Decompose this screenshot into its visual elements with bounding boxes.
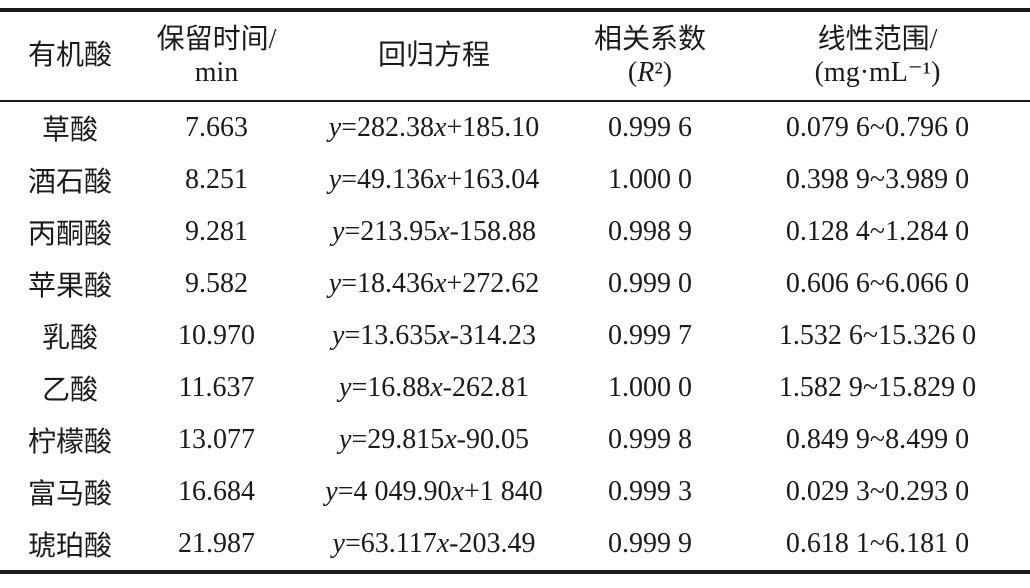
- cell-equation: y=4 049.90x+1 840: [325, 476, 543, 507]
- cell-retention: 11.637: [178, 372, 255, 403]
- calibration-table: 有机酸 保留时间/ min 回归方程 相关系数 (R²) 线性范围/ (mg·m…: [0, 8, 1030, 574]
- cell-acid: 丙酮酸: [27, 219, 112, 250]
- table-row: 琥珀酸 21.987 y=63.117x-203.49 0.999 9 0.61…: [0, 518, 1030, 572]
- cell-retention: 10.970: [178, 320, 255, 351]
- column-header-range: 线性范围/ (mg·mL⁻¹): [725, 10, 1030, 102]
- cell-retention: 7.663: [185, 112, 248, 143]
- cell-range: 0.618 1~6.181 0: [785, 528, 970, 559]
- cell-range: 0.079 6~0.796 0: [785, 112, 970, 143]
- cell-equation: y=29.815x-90.05: [339, 424, 529, 455]
- cell-equation: y=63.117x-203.49: [332, 528, 536, 559]
- cell-acid: 酒石酸: [27, 167, 112, 198]
- cell-r2: 1.000 0: [608, 164, 692, 195]
- cell-acid: 草酸: [41, 115, 98, 146]
- table-row: 酒石酸 8.251 y=49.136x+163.04 1.000 0 0.398…: [0, 154, 1030, 206]
- cell-retention: 9.281: [185, 216, 248, 247]
- header-label: 线性范围/: [817, 23, 938, 55]
- cell-range: 0.606 6~6.066 0: [785, 268, 970, 299]
- cell-equation: y=49.136x+163.04: [328, 164, 540, 195]
- table-row: 乙酸 11.637 y=16.88x-262.81 1.000 0 1.582 …: [0, 362, 1030, 414]
- cell-retention: 21.987: [178, 528, 255, 559]
- cell-r2: 0.999 8: [608, 424, 692, 455]
- cell-acid: 苹果酸: [27, 271, 112, 302]
- column-header-equation: 回归方程: [293, 10, 575, 102]
- column-header-acid: 有机酸: [0, 10, 140, 102]
- table-row: 柠檬酸 13.077 y=29.815x-90.05 0.999 8 0.849…: [0, 414, 1030, 466]
- table-row: 丙酮酸 9.281 y=213.95x-158.88 0.998 9 0.128…: [0, 206, 1030, 258]
- cell-r2: 0.999 6: [608, 112, 692, 143]
- cell-acid: 富马酸: [27, 479, 112, 510]
- cell-range: 0.849 9~8.499 0: [785, 424, 970, 455]
- cell-equation: y=13.635x-314.23: [332, 320, 536, 351]
- header-row: 有机酸 保留时间/ min 回归方程 相关系数 (R²) 线性范围/ (mg·m…: [0, 10, 1030, 102]
- cell-r2: 0.999 7: [608, 320, 692, 351]
- header-r2-symbol: (R²): [627, 57, 673, 88]
- cell-acid: 柠檬酸: [27, 427, 112, 458]
- cell-range: 0.398 9~3.989 0: [785, 164, 970, 195]
- cell-equation: y=18.436x+272.62: [328, 268, 540, 299]
- header-label: 回归方程: [377, 40, 490, 72]
- cell-retention: 9.582: [185, 268, 248, 299]
- cell-range: 1.582 9~15.829 0: [778, 372, 977, 403]
- cell-equation: y=213.95x-158.88: [332, 216, 536, 247]
- table-row: 富马酸 16.684 y=4 049.90x+1 840 0.999 3 0.0…: [0, 466, 1030, 518]
- table-header: 有机酸 保留时间/ min 回归方程 相关系数 (R²) 线性范围/ (mg·m…: [0, 10, 1030, 102]
- column-header-r2: 相关系数 (R²): [575, 10, 725, 102]
- cell-r2: 1.000 0: [608, 372, 692, 403]
- header-label: 有机酸: [27, 40, 112, 72]
- cell-retention: 13.077: [178, 424, 255, 455]
- header-unit: (mg·mL⁻¹): [814, 57, 941, 88]
- cell-r2: 0.999 9: [608, 528, 692, 559]
- cell-equation: y=16.88x-262.81: [339, 372, 529, 403]
- header-label: 保留时间/: [156, 23, 277, 55]
- cell-retention: 16.684: [178, 476, 255, 507]
- header-label: 相关系数: [593, 23, 706, 55]
- cell-retention: 8.251: [185, 164, 248, 195]
- cell-acid: 乳酸: [41, 323, 98, 354]
- cell-equation: y=282.38x+185.10: [328, 112, 540, 143]
- cell-range: 1.532 6~15.326 0: [778, 320, 977, 351]
- cell-r2: 0.999 3: [608, 476, 692, 507]
- cell-range: 0.029 3~0.293 0: [785, 476, 970, 507]
- table-body: 草酸 7.663 y=282.38x+185.10 0.999 6 0.079 …: [0, 101, 1030, 572]
- header-unit: min: [194, 57, 239, 88]
- cell-r2: 0.998 9: [608, 216, 692, 247]
- cell-acid: 乙酸: [41, 375, 98, 406]
- cell-acid: 琥珀酸: [27, 531, 112, 562]
- table-row: 苹果酸 9.582 y=18.436x+272.62 0.999 0 0.606…: [0, 258, 1030, 310]
- cell-range: 0.128 4~1.284 0: [785, 216, 970, 247]
- table-row: 草酸 7.663 y=282.38x+185.10 0.999 6 0.079 …: [0, 101, 1030, 154]
- column-header-retention: 保留时间/ min: [140, 10, 293, 102]
- cell-r2: 0.999 0: [608, 268, 692, 299]
- table-row: 乳酸 10.970 y=13.635x-314.23 0.999 7 1.532…: [0, 310, 1030, 362]
